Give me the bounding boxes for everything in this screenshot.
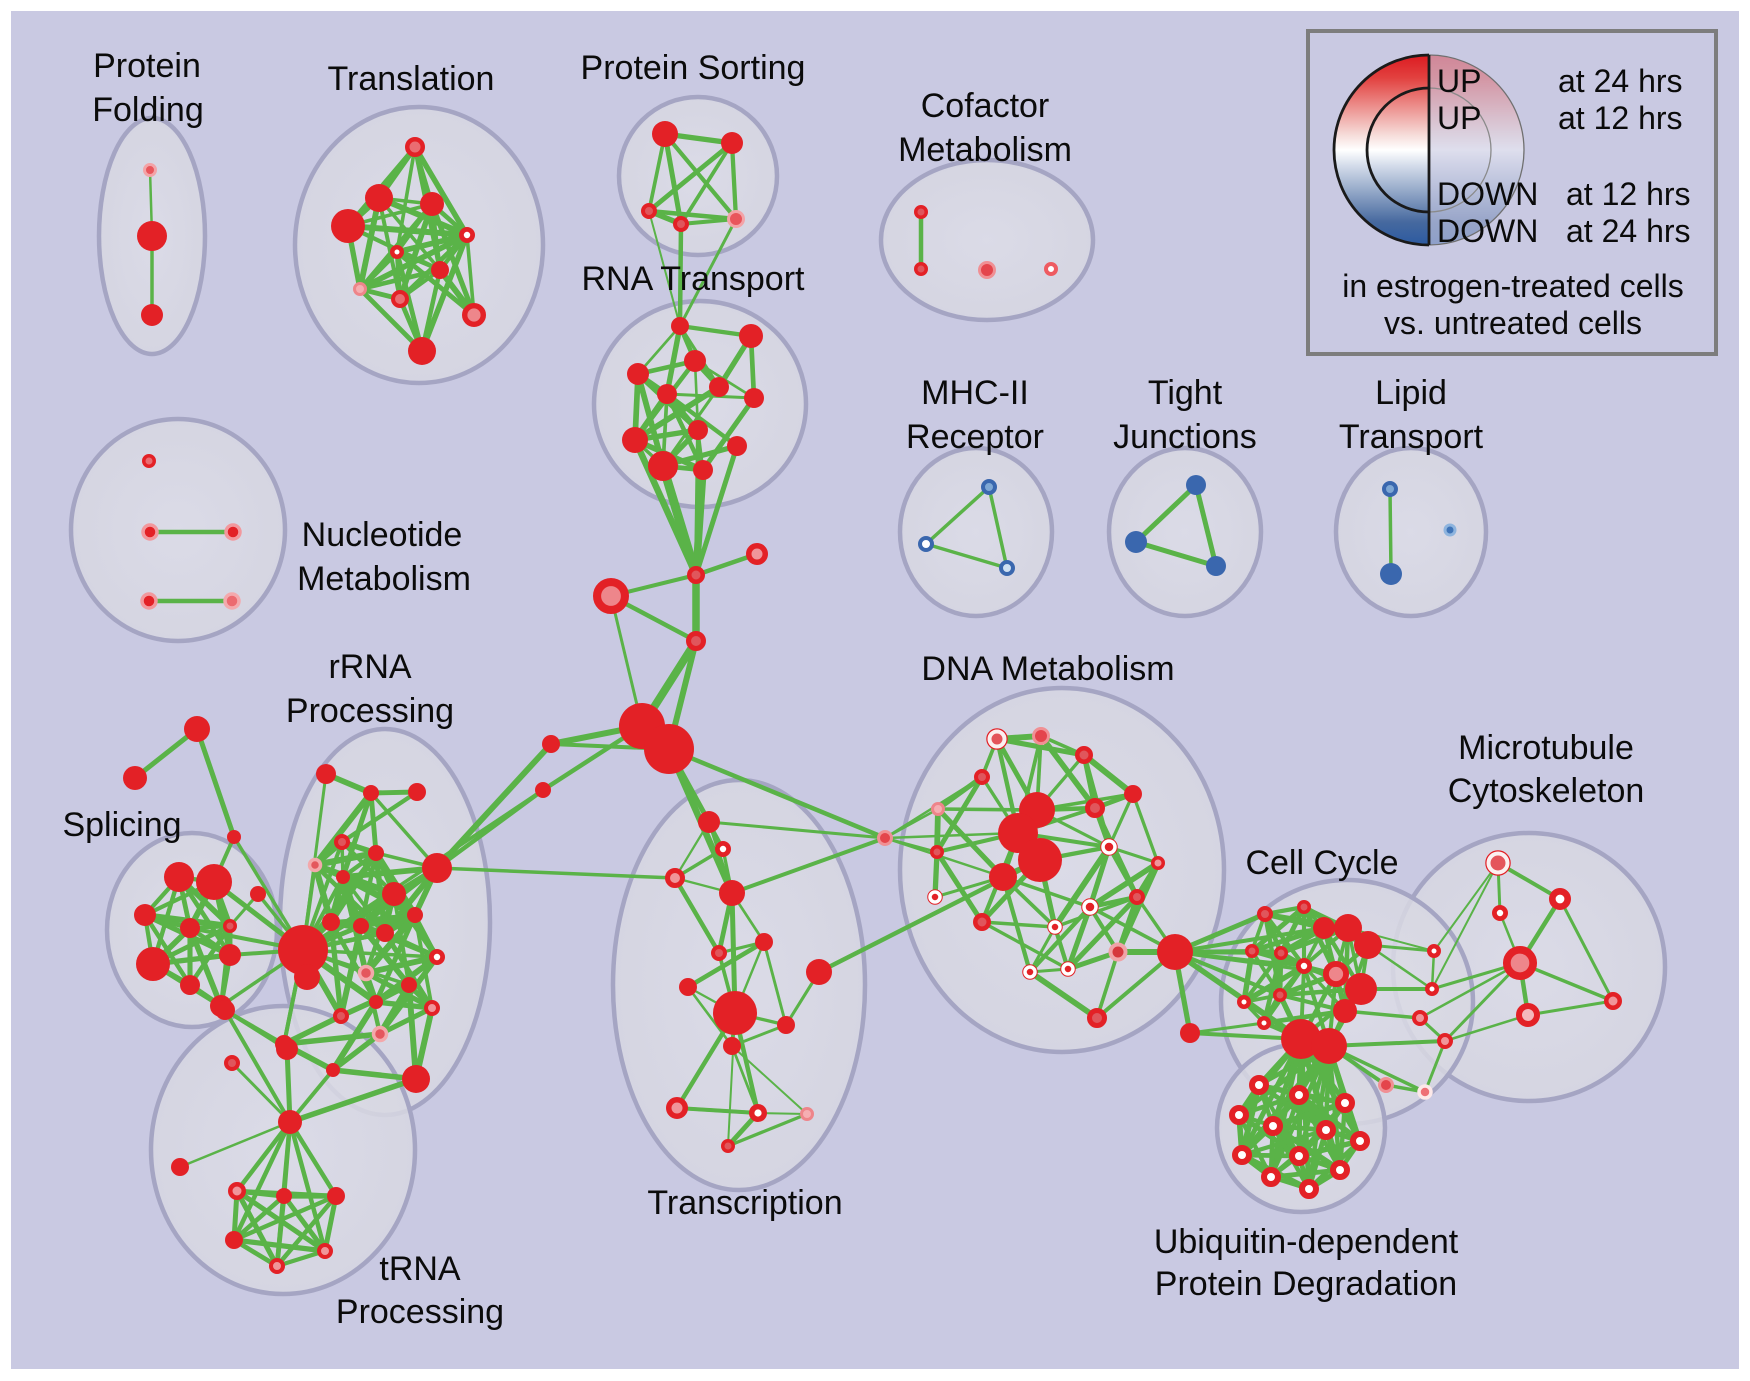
svg-text:in estrogen-treated cells: in estrogen-treated cells [1342,268,1684,304]
svg-text:Ubiquitin-dependent: Ubiquitin-dependent [1154,1223,1459,1261]
svg-text:Processing: Processing [336,1293,504,1331]
svg-text:Protein: Protein [93,47,201,85]
svg-text:DOWN: DOWN [1437,213,1538,249]
svg-text:Junctions: Junctions [1113,418,1257,456]
svg-text:at 12 hrs: at 12 hrs [1566,176,1691,212]
svg-text:vs. untreated cells: vs. untreated cells [1384,305,1642,341]
svg-text:Microtubule: Microtubule [1458,729,1634,767]
svg-text:Transport: Transport [1339,418,1484,456]
svg-text:Tight: Tight [1148,374,1223,412]
svg-text:MHC-II: MHC-II [921,374,1029,412]
svg-text:Protein Sorting: Protein Sorting [581,49,806,87]
svg-text:Translation: Translation [328,60,495,98]
svg-text:UP: UP [1437,63,1481,99]
svg-text:Cell Cycle: Cell Cycle [1245,844,1398,882]
svg-text:RNA Transport: RNA Transport [582,260,806,298]
svg-text:Receptor: Receptor [906,418,1044,456]
svg-text:rRNA: rRNA [328,648,411,686]
svg-text:at 24 hrs: at 24 hrs [1566,213,1691,249]
svg-text:Nucleotide: Nucleotide [302,516,463,554]
svg-text:UP: UP [1437,100,1481,136]
svg-text:tRNA: tRNA [379,1250,461,1288]
svg-text:Folding: Folding [92,91,204,129]
svg-text:Protein Degradation: Protein Degradation [1155,1265,1457,1303]
svg-text:Metabolism: Metabolism [898,131,1072,169]
svg-text:Lipid: Lipid [1375,374,1447,412]
svg-text:at 24 hrs: at 24 hrs [1558,63,1683,99]
svg-text:DNA Metabolism: DNA Metabolism [921,650,1174,688]
svg-text:at 12 hrs: at 12 hrs [1558,100,1683,136]
svg-text:Metabolism: Metabolism [297,560,471,598]
svg-text:Cofactor: Cofactor [921,87,1050,125]
svg-text:Transcription: Transcription [647,1184,842,1222]
svg-text:Splicing: Splicing [62,806,181,844]
svg-text:Processing: Processing [286,692,454,730]
svg-text:Cytoskeleton: Cytoskeleton [1448,772,1645,810]
svg-text:DOWN: DOWN [1437,176,1538,212]
